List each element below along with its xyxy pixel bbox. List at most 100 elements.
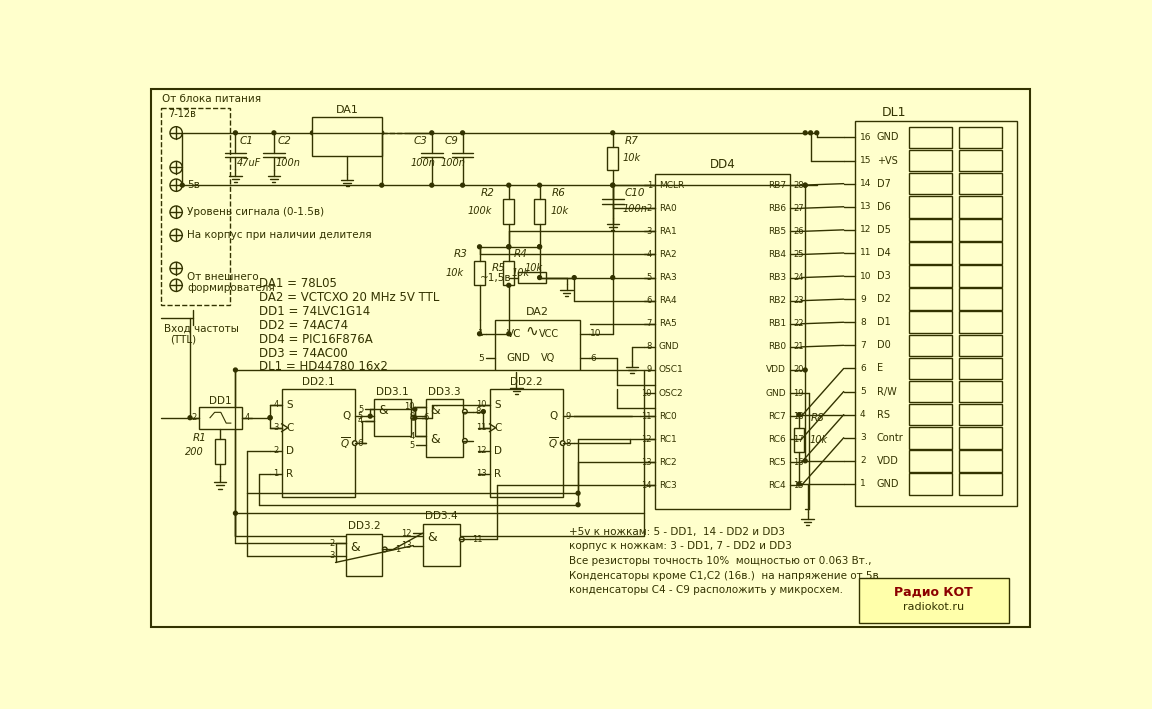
Circle shape [803,459,808,463]
Text: 25: 25 [793,250,803,259]
Text: 8: 8 [475,407,480,416]
Text: DD1: DD1 [209,396,232,406]
Text: RC5: RC5 [768,458,786,467]
Text: S: S [494,400,501,410]
Text: VDD: VDD [877,456,899,466]
Text: DA2: DA2 [525,307,548,317]
Text: 16: 16 [859,133,871,142]
Bar [960,265,1001,287]
Text: Q: Q [550,411,558,421]
Bar [960,196,1001,218]
Text: 5: 5 [478,354,484,363]
Text: Вход частоты: Вход частоты [164,323,238,333]
Text: R2: R2 [482,188,495,198]
Circle shape [412,408,417,411]
Text: 15: 15 [793,481,803,490]
Text: RB0: RB0 [768,342,786,352]
Circle shape [797,482,801,486]
Text: 11: 11 [859,248,871,257]
Bar [909,150,952,172]
Text: GND: GND [659,342,680,352]
Text: 26: 26 [793,227,804,236]
Text: 11: 11 [472,535,483,544]
Circle shape [538,183,541,187]
Bar [909,219,952,240]
Bar [960,150,1001,172]
Text: 4: 4 [358,416,363,425]
Text: Q: Q [342,411,350,421]
Text: DL1: DL1 [881,106,905,118]
Text: &: & [427,531,437,545]
Text: C1: C1 [240,136,253,146]
Text: Уровень сигнала (0-1.5в): Уровень сигнала (0-1.5в) [187,207,324,217]
Text: От блока питания: От блока питания [162,94,262,104]
Bar [490,389,562,497]
Circle shape [234,511,237,515]
Circle shape [430,183,433,187]
Text: &: & [430,432,440,446]
Text: E: E [877,364,882,374]
Circle shape [611,131,615,135]
Text: 4: 4 [273,400,279,409]
Bar [909,127,952,148]
Circle shape [411,415,416,420]
Circle shape [461,131,464,135]
Text: DD1 = 74LVC1G14: DD1 = 74LVC1G14 [258,305,370,318]
Text: S: S [286,400,293,410]
Text: RC3: RC3 [659,481,676,490]
Text: 22: 22 [793,319,803,328]
Text: 5: 5 [358,412,363,420]
Text: 10k: 10k [623,153,641,163]
Bar [960,127,1001,148]
Bar [909,357,952,379]
Text: GND: GND [507,353,530,364]
Text: &: & [350,542,359,554]
Text: VQ: VQ [540,353,555,364]
Text: 3: 3 [859,433,865,442]
Text: 27: 27 [793,203,804,213]
Text: 2: 2 [273,447,279,455]
Text: 5: 5 [410,441,415,450]
Text: 2: 2 [191,413,196,423]
Bar [425,399,463,457]
Text: D6: D6 [877,202,890,212]
Circle shape [382,547,387,552]
Circle shape [478,332,482,336]
Text: RA1: RA1 [659,227,676,236]
Text: RB7: RB7 [768,181,786,190]
Text: C3: C3 [414,136,427,146]
Bar [909,311,952,333]
Text: RA3: RA3 [659,273,676,282]
Text: 11: 11 [476,423,486,432]
Text: 47uF: 47uF [237,158,262,168]
Text: 18: 18 [793,412,804,420]
Text: 3: 3 [646,227,652,236]
Circle shape [611,276,615,279]
Text: 100n: 100n [410,158,435,168]
Text: DA1: DA1 [335,105,358,115]
Text: D7: D7 [877,179,890,189]
Text: 4: 4 [244,413,250,423]
Bar [960,450,1001,471]
Text: 10k: 10k [446,268,464,278]
Text: формирователя: формирователя [187,283,274,293]
Text: $\overline{Q}$: $\overline{Q}$ [340,435,350,451]
Text: 9: 9 [859,295,865,303]
Text: 23: 23 [793,296,804,305]
Text: 10k: 10k [551,206,568,216]
Circle shape [538,276,541,279]
Text: R: R [286,469,294,479]
Circle shape [576,491,579,495]
Text: 1: 1 [478,329,484,338]
Bar [518,272,546,283]
Bar [495,320,579,372]
Text: RB1: RB1 [768,319,786,328]
Text: DA2 = VCTCXO 20 MHz 5V TTL: DA2 = VCTCXO 20 MHz 5V TTL [258,291,439,304]
Text: VDD: VDD [766,365,786,374]
Text: 4: 4 [859,410,865,419]
Text: 11: 11 [642,412,652,420]
Circle shape [170,206,182,218]
Circle shape [412,415,417,420]
Text: DD3 = 74AC00: DD3 = 74AC00 [258,347,347,359]
Text: Все резисторы точность 10%  мощностью от 0.063 Вт.,: Все резисторы точность 10% мощностью от … [569,556,871,566]
